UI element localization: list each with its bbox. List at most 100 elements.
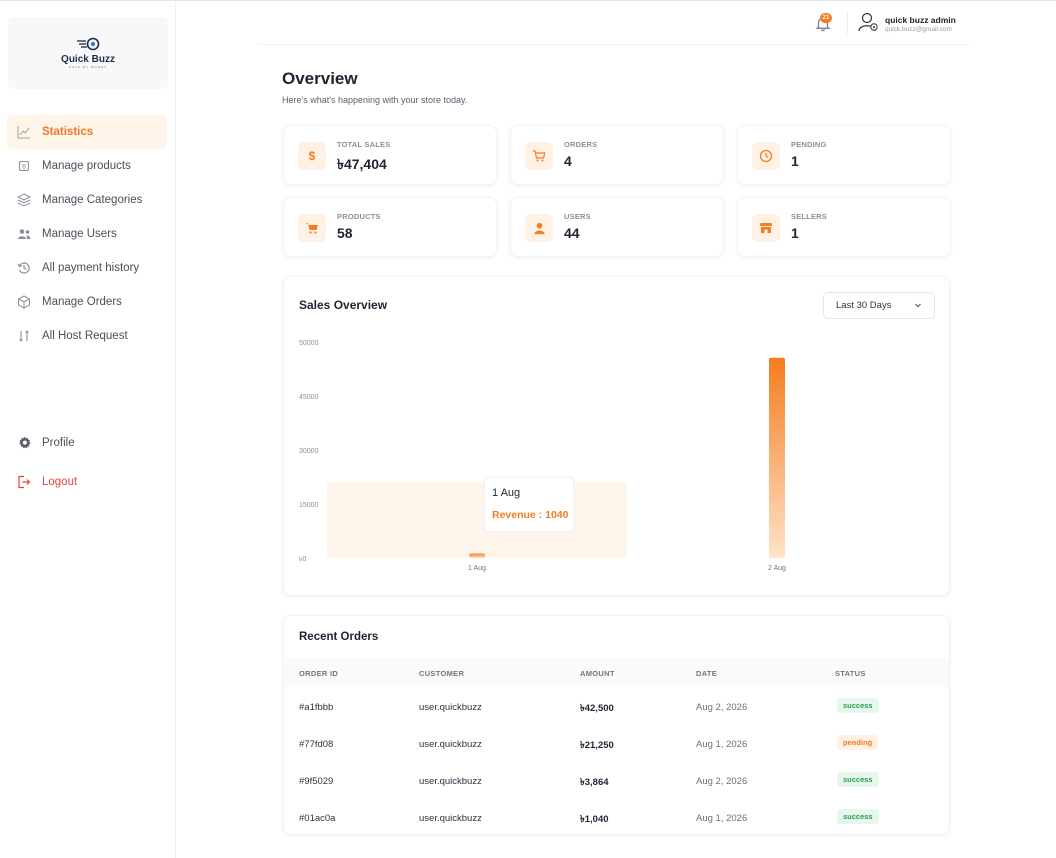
- order-date: Aug 1, 2026: [696, 739, 748, 750]
- date-range-select[interactable]: Last 30 Days: [823, 292, 935, 319]
- svg-text:B: B: [22, 164, 26, 171]
- table-row[interactable]: #77fd08 user.quickbuzz ৳21,250 Aug 1, 20…: [284, 726, 949, 763]
- column-header-order-id[interactable]: ORDER ID: [299, 669, 339, 678]
- logout-icon: [17, 475, 31, 489]
- users-icon: [17, 227, 31, 241]
- stat-value: 1: [791, 153, 799, 169]
- brand-logo[interactable]: Quick Buzz SAVE MY MONEY: [8, 17, 168, 89]
- product-cart-icon: [298, 214, 326, 242]
- order-id: #77fd08: [299, 739, 334, 750]
- sidebar-item-label: Manage Orders: [42, 296, 122, 308]
- column-header-customer[interactable]: CUSTOMER: [419, 669, 465, 678]
- table-row[interactable]: #a1fbbb user.quickbuzz ৳42,500 Aug 2, 20…: [284, 689, 949, 726]
- sidebar-item-payment-history[interactable]: All payment history: [0, 251, 176, 285]
- order-date: Aug 2, 2026: [696, 702, 748, 713]
- y-tick-label: 50000: [299, 340, 319, 347]
- user-email: quick.buzz@gmail.com: [885, 26, 952, 33]
- y-tick-label: 45000: [299, 394, 319, 401]
- x-tick-label: 2 Aug: [768, 565, 786, 572]
- store-icon: [752, 214, 780, 242]
- box-icon: [17, 295, 31, 309]
- column-header-status[interactable]: STATUS: [835, 669, 866, 678]
- stat-label: PRODUCTS: [337, 212, 381, 221]
- stat-value: ৳47,404: [337, 156, 387, 172]
- stat-value: 1: [791, 225, 799, 241]
- stat-value: 58: [337, 225, 353, 241]
- order-customer: user.quickbuzz: [419, 813, 482, 824]
- page-title: Overview: [282, 69, 358, 88]
- chevron-down-icon: [914, 301, 922, 309]
- y-tick-label: ৳0: [299, 555, 306, 563]
- sidebar-item-label: Logout: [42, 475, 78, 488]
- order-amount: ৳21,250: [580, 740, 614, 751]
- hover-band: [327, 482, 627, 558]
- stat-card-products: PRODUCTS 58: [283, 197, 497, 257]
- clock-icon: [752, 142, 780, 170]
- sidebar-item-label: All payment history: [42, 262, 140, 274]
- sidebar-nav: Statistics B Manage products Manage Cate…: [0, 115, 176, 353]
- brand-tagline: SAVE MY MONEY: [69, 65, 107, 69]
- dollar-icon: $: [298, 142, 326, 170]
- gear-icon: [17, 436, 31, 450]
- stat-label: SELLERS: [791, 212, 827, 221]
- order-id: #9f5029: [299, 776, 334, 787]
- header-divider: [847, 12, 848, 34]
- sidebar-item-label: Manage Categories: [42, 194, 143, 206]
- order-id: #01ac0a: [299, 813, 336, 824]
- sidebar-item-label: Manage Users: [42, 228, 117, 240]
- line-chart-icon: [17, 125, 31, 139]
- layers-icon: [17, 193, 31, 207]
- date-range-value: Last 30 Days: [836, 300, 892, 311]
- table-row[interactable]: #9f5029 user.quickbuzz ৳3,864 Aug 2, 202…: [284, 763, 949, 800]
- sidebar-item-manage-categories[interactable]: Manage Categories: [0, 183, 176, 217]
- stat-card-pending: PENDING 1: [737, 125, 951, 185]
- y-tick-label: 15000: [299, 502, 319, 509]
- tooltip-value: Revenue : 1040: [492, 509, 569, 521]
- column-header-date[interactable]: DATE: [696, 669, 718, 678]
- stat-label: PENDING: [791, 140, 827, 149]
- tooltip-box: [483, 476, 575, 533]
- status-badge: success: [837, 809, 879, 824]
- order-date: Aug 1, 2026: [696, 813, 748, 824]
- table-row[interactable]: #01ac0a user.quickbuzz ৳1,040 Aug 1, 202…: [284, 800, 949, 837]
- notification-badge: 21: [820, 13, 832, 23]
- orders-title: Recent Orders: [299, 631, 379, 643]
- stat-value: 4: [564, 153, 572, 169]
- cart-icon: [525, 142, 553, 170]
- bar: [469, 553, 485, 558]
- column-header-amount[interactable]: AMOUNT: [580, 669, 615, 678]
- sidebar-item-statistics[interactable]: Statistics: [7, 115, 167, 149]
- chart-title: Sales Overview: [299, 298, 388, 312]
- user-icon: [525, 214, 553, 242]
- order-date: Aug 2, 2026: [696, 776, 748, 787]
- product-icon: B: [17, 159, 31, 173]
- stat-card-sellers: SELLERS 1: [737, 197, 951, 257]
- sidebar-item-label: Manage products: [42, 160, 131, 172]
- user-name: quick buzz admin: [885, 15, 956, 25]
- status-badge: success: [837, 698, 879, 713]
- x-tick-label: 1 Aug: [468, 565, 486, 572]
- status-badge: pending: [837, 735, 879, 750]
- stat-value: 44: [564, 225, 580, 241]
- sidebar-item-profile[interactable]: Profile: [0, 423, 176, 462]
- history-icon: [17, 261, 31, 275]
- stat-card-total-sales: $ TOTAL SALES ৳47,404: [283, 125, 497, 185]
- order-id: #a1fbbb: [299, 702, 334, 713]
- sidebar-item-manage-products[interactable]: B Manage products: [0, 149, 176, 183]
- order-amount: ৳42,500: [580, 703, 614, 714]
- sales-overview-card: Sales Overview Last 30 Days 50000 45000 30…: [283, 276, 950, 596]
- order-customer: user.quickbuzz: [419, 702, 482, 713]
- sidebar-item-logout[interactable]: Logout: [0, 462, 176, 501]
- sales-chart[interactable]: 50000 45000 30000 15000 ৳0 1 Aug 2 Aug 1 Aug Rev…: [284, 277, 951, 597]
- swap-icon: [17, 329, 31, 343]
- top-header: 21 quick buzz admin quick.buzz@gmail.com: [258, 1, 970, 45]
- brand-name: Quick Buzz: [61, 54, 115, 65]
- sidebar-item-host-request[interactable]: All Host Request: [0, 319, 176, 353]
- avatar[interactable]: [857, 11, 879, 33]
- tooltip-title: 1 Aug: [492, 487, 520, 499]
- sidebar-item-manage-users[interactable]: Manage Users: [0, 217, 176, 251]
- table-header: ORDER ID CUSTOMER AMOUNT DATE STATUS: [284, 658, 949, 687]
- sidebar-item-manage-orders[interactable]: Manage Orders: [0, 285, 176, 319]
- sidebar-item-label: All Host Request: [42, 330, 128, 342]
- order-amount: ৳1,040: [580, 814, 609, 825]
